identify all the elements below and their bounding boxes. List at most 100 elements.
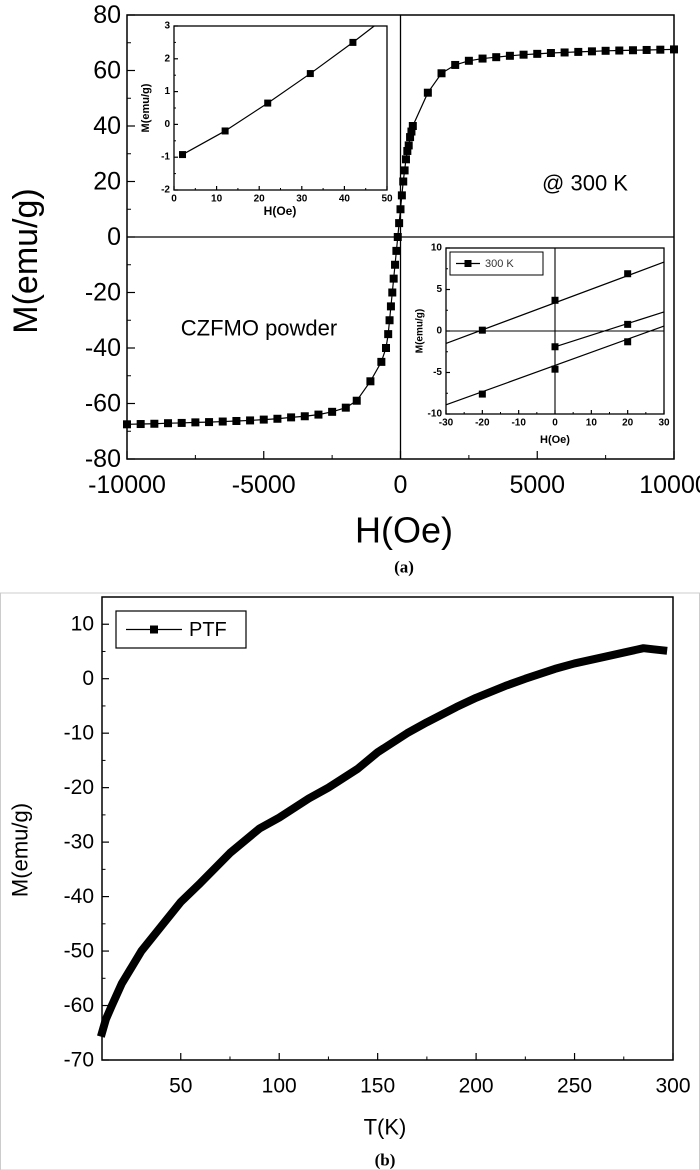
inset2-line bbox=[554, 311, 665, 348]
inset2-x-tick-label: 20 bbox=[622, 418, 634, 429]
inset2-x-tick-label: 10 bbox=[586, 418, 598, 429]
data-point bbox=[397, 191, 406, 200]
ptf-data-point bbox=[326, 786, 330, 790]
inset1-y-tick-label: 2 bbox=[164, 53, 170, 64]
sample-annotation: CZFMO powder bbox=[181, 316, 337, 341]
inset2-y-tick-label: 10 bbox=[431, 243, 443, 254]
temp-x-tick-label: 50 bbox=[169, 1075, 192, 1098]
data-point bbox=[395, 219, 404, 228]
main-x-tick-label: 0 bbox=[394, 471, 408, 499]
data-point bbox=[352, 396, 361, 405]
data-point bbox=[218, 417, 227, 426]
data-point bbox=[423, 88, 432, 97]
ptf-data-point bbox=[405, 731, 409, 735]
inset1-x-tick-label: 20 bbox=[254, 194, 266, 205]
data-point bbox=[406, 133, 415, 142]
inset2-x-tick-label: -20 bbox=[475, 418, 490, 429]
inset1-data-point bbox=[179, 151, 187, 159]
data-point bbox=[386, 302, 395, 311]
data-point bbox=[478, 54, 487, 63]
main-x-tick-label: -5000 bbox=[232, 471, 296, 499]
inset2-y-tick-label: -10 bbox=[428, 409, 443, 420]
ptf-data-point bbox=[454, 705, 458, 709]
ptf-data-point bbox=[651, 647, 655, 651]
data-point bbox=[391, 260, 400, 269]
inset2-legend-label: 300 K bbox=[485, 258, 514, 270]
inset2-data-point bbox=[478, 326, 486, 334]
main-y-tick-label: 60 bbox=[93, 57, 121, 85]
ptf-data-point bbox=[504, 684, 508, 688]
data-point bbox=[464, 56, 473, 65]
temp-y-tick-label: 0 bbox=[82, 667, 94, 690]
data-point bbox=[287, 413, 296, 422]
data-point bbox=[205, 418, 214, 427]
ptf-data-point bbox=[130, 965, 134, 969]
inset1-data-point bbox=[221, 127, 229, 135]
temp-y-tick-label: -70 bbox=[64, 1049, 94, 1072]
data-point bbox=[670, 45, 678, 54]
ptf-data-point bbox=[622, 651, 626, 655]
main-y-tick-label: 0 bbox=[107, 223, 121, 251]
ptf-legend-label: PTF bbox=[189, 619, 227, 641]
temperature-annotation: @ 300 K bbox=[542, 171, 628, 196]
data-point bbox=[382, 344, 391, 352]
main-y-tick-label: -40 bbox=[85, 334, 121, 362]
temp-y-tick-label: 10 bbox=[71, 613, 94, 636]
main-y-tick-label: 20 bbox=[93, 168, 121, 196]
inset2-x-tick-label: 30 bbox=[658, 418, 670, 429]
ptf-data-point bbox=[356, 767, 360, 771]
temp-y-tick-label: -20 bbox=[64, 776, 94, 799]
data-point bbox=[366, 377, 375, 386]
inset1-x-tick-label: 50 bbox=[381, 194, 393, 205]
ptf-data-point bbox=[120, 982, 124, 986]
data-point bbox=[232, 416, 241, 425]
ptf-series bbox=[97, 644, 668, 1038]
ptf-data-point bbox=[104, 1017, 108, 1021]
data-point bbox=[388, 288, 397, 297]
inset1-data-point bbox=[349, 38, 357, 46]
data-point bbox=[656, 45, 665, 54]
data-point bbox=[492, 53, 501, 62]
inset2-data-point bbox=[551, 365, 559, 373]
inset1-x-tick-label: 10 bbox=[211, 194, 223, 205]
ptf-data-point bbox=[376, 750, 380, 754]
main-series bbox=[123, 45, 678, 429]
data-point bbox=[123, 420, 131, 429]
inset1-line bbox=[182, 25, 375, 156]
inset1-x-tick-label: 0 bbox=[171, 194, 177, 205]
temp-x-tick-label: 250 bbox=[557, 1075, 592, 1098]
ptf-data-point bbox=[277, 816, 281, 820]
main-ticks: -10000-50000500010000806040200-20-40-60-… bbox=[85, 1, 700, 499]
main-y-tick-label: -80 bbox=[85, 445, 121, 473]
inset2-legend-box bbox=[449, 251, 544, 276]
data-point bbox=[273, 414, 282, 423]
data-point bbox=[560, 48, 569, 57]
panel-label-a: (a) bbox=[394, 558, 414, 577]
data-point bbox=[628, 46, 637, 55]
ptf-data-point bbox=[425, 720, 429, 724]
inset1-x-tick-label: 30 bbox=[296, 194, 308, 205]
ptf-data-point bbox=[198, 881, 202, 885]
main-x-tick-label: -10000 bbox=[88, 471, 166, 499]
data-point bbox=[385, 316, 394, 325]
temp-x-tick-label: 200 bbox=[459, 1075, 494, 1098]
main-x-tick-label: 5000 bbox=[509, 471, 565, 499]
data-point bbox=[587, 47, 596, 56]
data-point bbox=[533, 49, 542, 58]
ptf-data-point bbox=[100, 1031, 104, 1035]
inset-low-field: H(Oe) M(emu/g) bbox=[140, 25, 388, 218]
ptf-data-point bbox=[139, 949, 143, 953]
inset2-data-point bbox=[624, 320, 632, 328]
data-point bbox=[403, 146, 412, 155]
data-point bbox=[328, 407, 337, 416]
ptf-data-point bbox=[573, 661, 577, 665]
inset1-data-point bbox=[264, 99, 272, 107]
ptf-legend: PTF bbox=[115, 610, 247, 649]
main-y-tick-label: 40 bbox=[93, 112, 121, 140]
ptf-data-point bbox=[307, 797, 311, 801]
inset2-y-tick-label: 0 bbox=[436, 326, 442, 337]
data-point bbox=[574, 47, 583, 56]
ptf-data-point bbox=[159, 925, 163, 929]
temp-ticks: 50 100 150 200 250 300100-10-20-30-40-50-60-7… bbox=[64, 613, 691, 1098]
